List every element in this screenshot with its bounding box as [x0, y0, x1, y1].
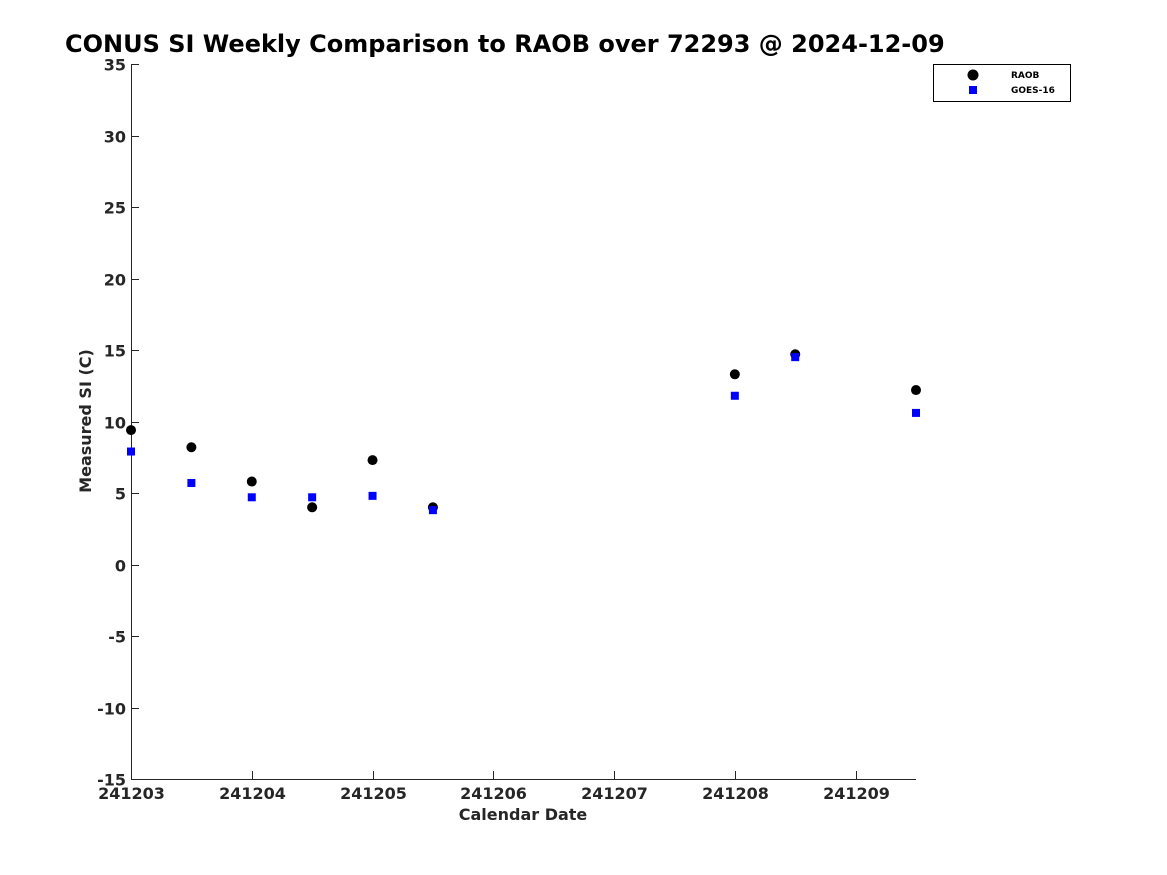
- x-tick-label: 241209: [823, 784, 890, 803]
- x-tick-label: 241204: [219, 784, 286, 803]
- series-raob: [126, 349, 921, 513]
- data-point: [368, 491, 377, 500]
- x-tick-label: 241205: [340, 784, 407, 803]
- data-point: [911, 385, 921, 396]
- y-tick-label: 20: [104, 271, 126, 290]
- data-point: [367, 455, 378, 466]
- x-tick-label: 241208: [702, 784, 769, 803]
- data-point: [307, 502, 318, 513]
- data-point: [791, 353, 800, 362]
- y-tick-label: 10: [104, 414, 126, 433]
- x-tick-label: 241203: [98, 784, 165, 803]
- y-axis-ticks: 35 30 25 20 15 10 5 0 -5 -10 -15: [97, 56, 139, 790]
- x-tick-label: 241207: [581, 784, 648, 803]
- y-tick-label: -5: [108, 628, 126, 647]
- y-tick-label: 25: [104, 199, 126, 218]
- data-point: [308, 493, 317, 502]
- data-point: [428, 506, 437, 515]
- data-series: [126, 349, 921, 515]
- data-point: [912, 408, 920, 417]
- x-axis-ticks: 241203 241204 241205 241206 241207 241208 2412…: [98, 771, 890, 803]
- chart-title: CONUS SI Weekly Comparison to RAOB over …: [65, 30, 945, 58]
- data-point: [187, 478, 196, 487]
- y-tick-label: 15: [104, 342, 126, 361]
- legend-label: GOES-16: [1011, 86, 1055, 96]
- data-point: [127, 447, 135, 456]
- data-point: [186, 442, 197, 453]
- legend-label: RAOB: [1011, 71, 1040, 81]
- legend-marker: [967, 69, 979, 81]
- data-point: [730, 391, 739, 400]
- data-point: [126, 425, 136, 436]
- legend: RAOB GOES-16: [933, 64, 1071, 102]
- y-tick-label: 0: [115, 557, 126, 576]
- y-tick-label: -15: [97, 771, 126, 790]
- data-point: [729, 369, 740, 380]
- legend-marker: [969, 86, 977, 94]
- series-goes-16: [127, 353, 920, 515]
- x-tick-label: 241206: [460, 784, 527, 803]
- y-axis-label: Measured SI (C): [76, 349, 95, 493]
- y-tick-label: 35: [104, 56, 126, 75]
- data-point: [246, 476, 257, 487]
- y-tick-label: -10: [97, 700, 126, 719]
- y-tick-label: 5: [115, 485, 126, 504]
- plot-axes: [131, 64, 916, 780]
- data-point: [247, 493, 256, 502]
- y-tick-label: 30: [104, 128, 126, 147]
- x-axis-label: Calendar Date: [459, 805, 588, 824]
- legend-box: [933, 64, 1071, 102]
